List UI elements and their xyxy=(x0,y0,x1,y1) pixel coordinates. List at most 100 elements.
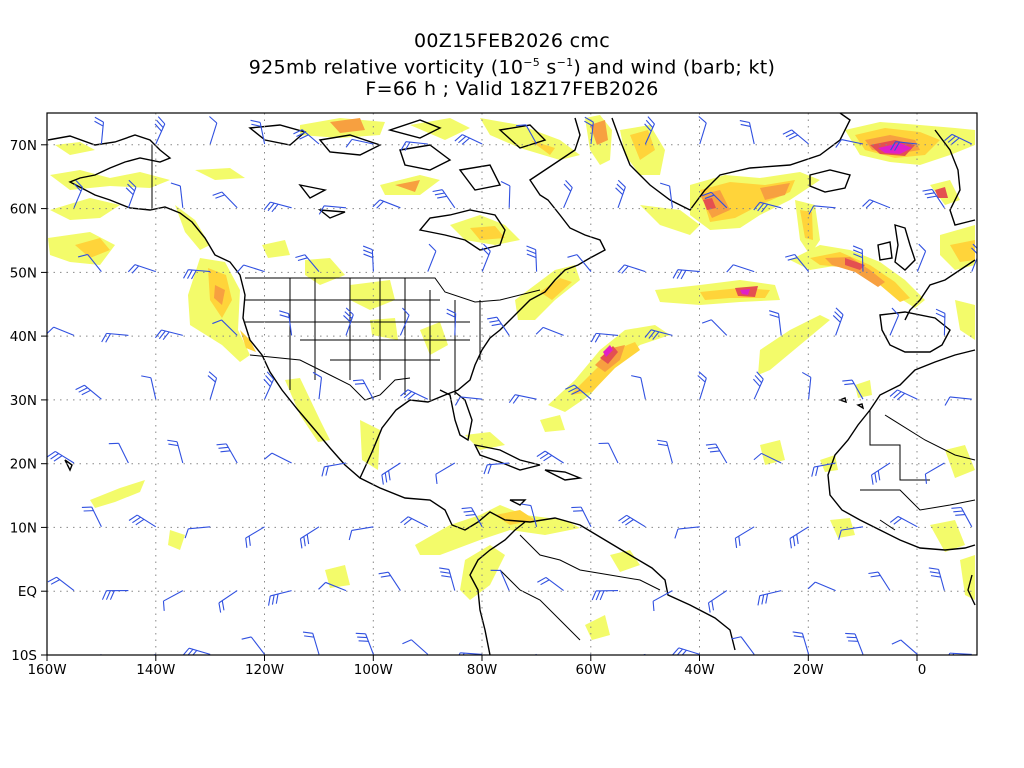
lat-label: 40N xyxy=(10,329,37,345)
wind-barb xyxy=(218,590,238,613)
title-line-2-prefix: 925mb relative vorticity (10 xyxy=(248,56,524,79)
wind-barb xyxy=(487,316,510,336)
coastline xyxy=(856,403,865,410)
wind-barb xyxy=(656,439,673,464)
map-title: 00Z15FEB2026 cmc 925mb relative vorticit… xyxy=(0,30,1024,100)
title-line-2-mid: s xyxy=(540,56,557,79)
wind-barb xyxy=(245,526,265,548)
wind-barb xyxy=(241,636,266,655)
vorticity-area xyxy=(930,520,965,552)
wind-barb xyxy=(381,462,401,485)
vorticity-area xyxy=(370,318,398,340)
lat-label: 70N xyxy=(10,138,37,154)
wind-barb xyxy=(263,371,275,400)
lon-label: 100W xyxy=(354,662,393,678)
vorticity-area xyxy=(55,142,95,155)
wind-barb xyxy=(508,394,537,404)
wind-barb xyxy=(521,503,538,527)
wind-barb xyxy=(789,526,809,549)
lon-label: 140W xyxy=(136,662,175,678)
wind-barb xyxy=(154,116,166,145)
title-line-2: 925mb relative vorticity (10−5 s−1) and … xyxy=(0,52,1024,78)
wind-barb xyxy=(101,590,129,600)
wind-barb xyxy=(835,139,864,148)
coastline xyxy=(498,124,547,149)
wind-barb xyxy=(944,396,972,406)
wind-barb xyxy=(183,269,211,280)
vorticity-area xyxy=(878,143,912,154)
wind-barb xyxy=(590,332,619,343)
wind-barb xyxy=(481,243,491,272)
wind-barb xyxy=(73,179,84,209)
wind-barb xyxy=(753,201,782,213)
wind-barb xyxy=(439,567,456,591)
wind-barb xyxy=(701,191,728,209)
wind-barb xyxy=(701,319,728,336)
wind-barb xyxy=(971,243,977,272)
wind-barb xyxy=(516,653,537,655)
coastline xyxy=(544,469,583,481)
wind-barb xyxy=(536,450,564,464)
wind-barb xyxy=(889,389,918,401)
wind-barb xyxy=(768,310,782,336)
lon-label: 20W xyxy=(793,662,824,678)
vorticity-area xyxy=(262,240,290,258)
wind-barb xyxy=(343,307,354,336)
vorticity-area xyxy=(195,168,245,180)
coastline xyxy=(399,144,452,171)
wind-barb xyxy=(378,571,401,591)
wind-barb xyxy=(293,129,320,145)
border xyxy=(519,534,661,591)
wind-barb xyxy=(644,116,655,145)
lon-label: 80W xyxy=(467,662,498,678)
wind-barb xyxy=(516,124,538,145)
coastline xyxy=(967,574,976,606)
wind-barb xyxy=(535,326,564,336)
title-exponent-1: −5 xyxy=(523,56,541,69)
vorticity-area xyxy=(460,545,505,600)
wind-barb xyxy=(617,264,646,274)
vorticity-area xyxy=(90,480,145,508)
vorticity-area xyxy=(395,180,420,192)
vorticity-area xyxy=(325,565,350,588)
wind-barb xyxy=(345,138,374,148)
vorticity-area xyxy=(470,226,505,240)
border xyxy=(869,410,930,481)
wind-barb xyxy=(739,120,755,145)
wind-barb xyxy=(47,249,48,272)
wind-barb xyxy=(808,205,836,215)
wind-barb xyxy=(757,590,782,606)
wind-barb xyxy=(432,189,456,209)
wind-barb xyxy=(128,514,157,528)
coastline xyxy=(934,129,976,226)
wind-barb xyxy=(624,653,646,655)
wind-barb xyxy=(916,243,927,272)
lat-label: 10S xyxy=(11,648,37,664)
lat-label: 50N xyxy=(10,265,37,281)
vorticity-area xyxy=(75,238,110,258)
wind-barb xyxy=(312,371,323,400)
lon-label: 160W xyxy=(27,662,66,678)
coastlines xyxy=(47,113,976,655)
wind-barb xyxy=(399,307,410,336)
lat-label: 60N xyxy=(10,202,37,218)
coastline xyxy=(317,209,346,219)
vorticity-area xyxy=(350,280,395,310)
wind-barb xyxy=(250,119,266,145)
vorticity-area xyxy=(603,345,613,357)
title-line-2-suffix: ) and wind (barb; kt) xyxy=(573,56,776,79)
wind-barb xyxy=(852,245,864,272)
wind-barb xyxy=(598,442,619,464)
wind-barb xyxy=(162,590,184,611)
wind-barb xyxy=(402,639,429,655)
coastline xyxy=(827,349,976,551)
wind-barb xyxy=(644,329,673,340)
wind-barb xyxy=(321,462,347,477)
wind-barb xyxy=(922,188,945,209)
wind-barb xyxy=(75,384,102,400)
vorticity-area xyxy=(590,120,608,145)
vorticity-area xyxy=(825,257,885,287)
wind-barb xyxy=(753,452,782,464)
wind-barb xyxy=(698,116,707,145)
